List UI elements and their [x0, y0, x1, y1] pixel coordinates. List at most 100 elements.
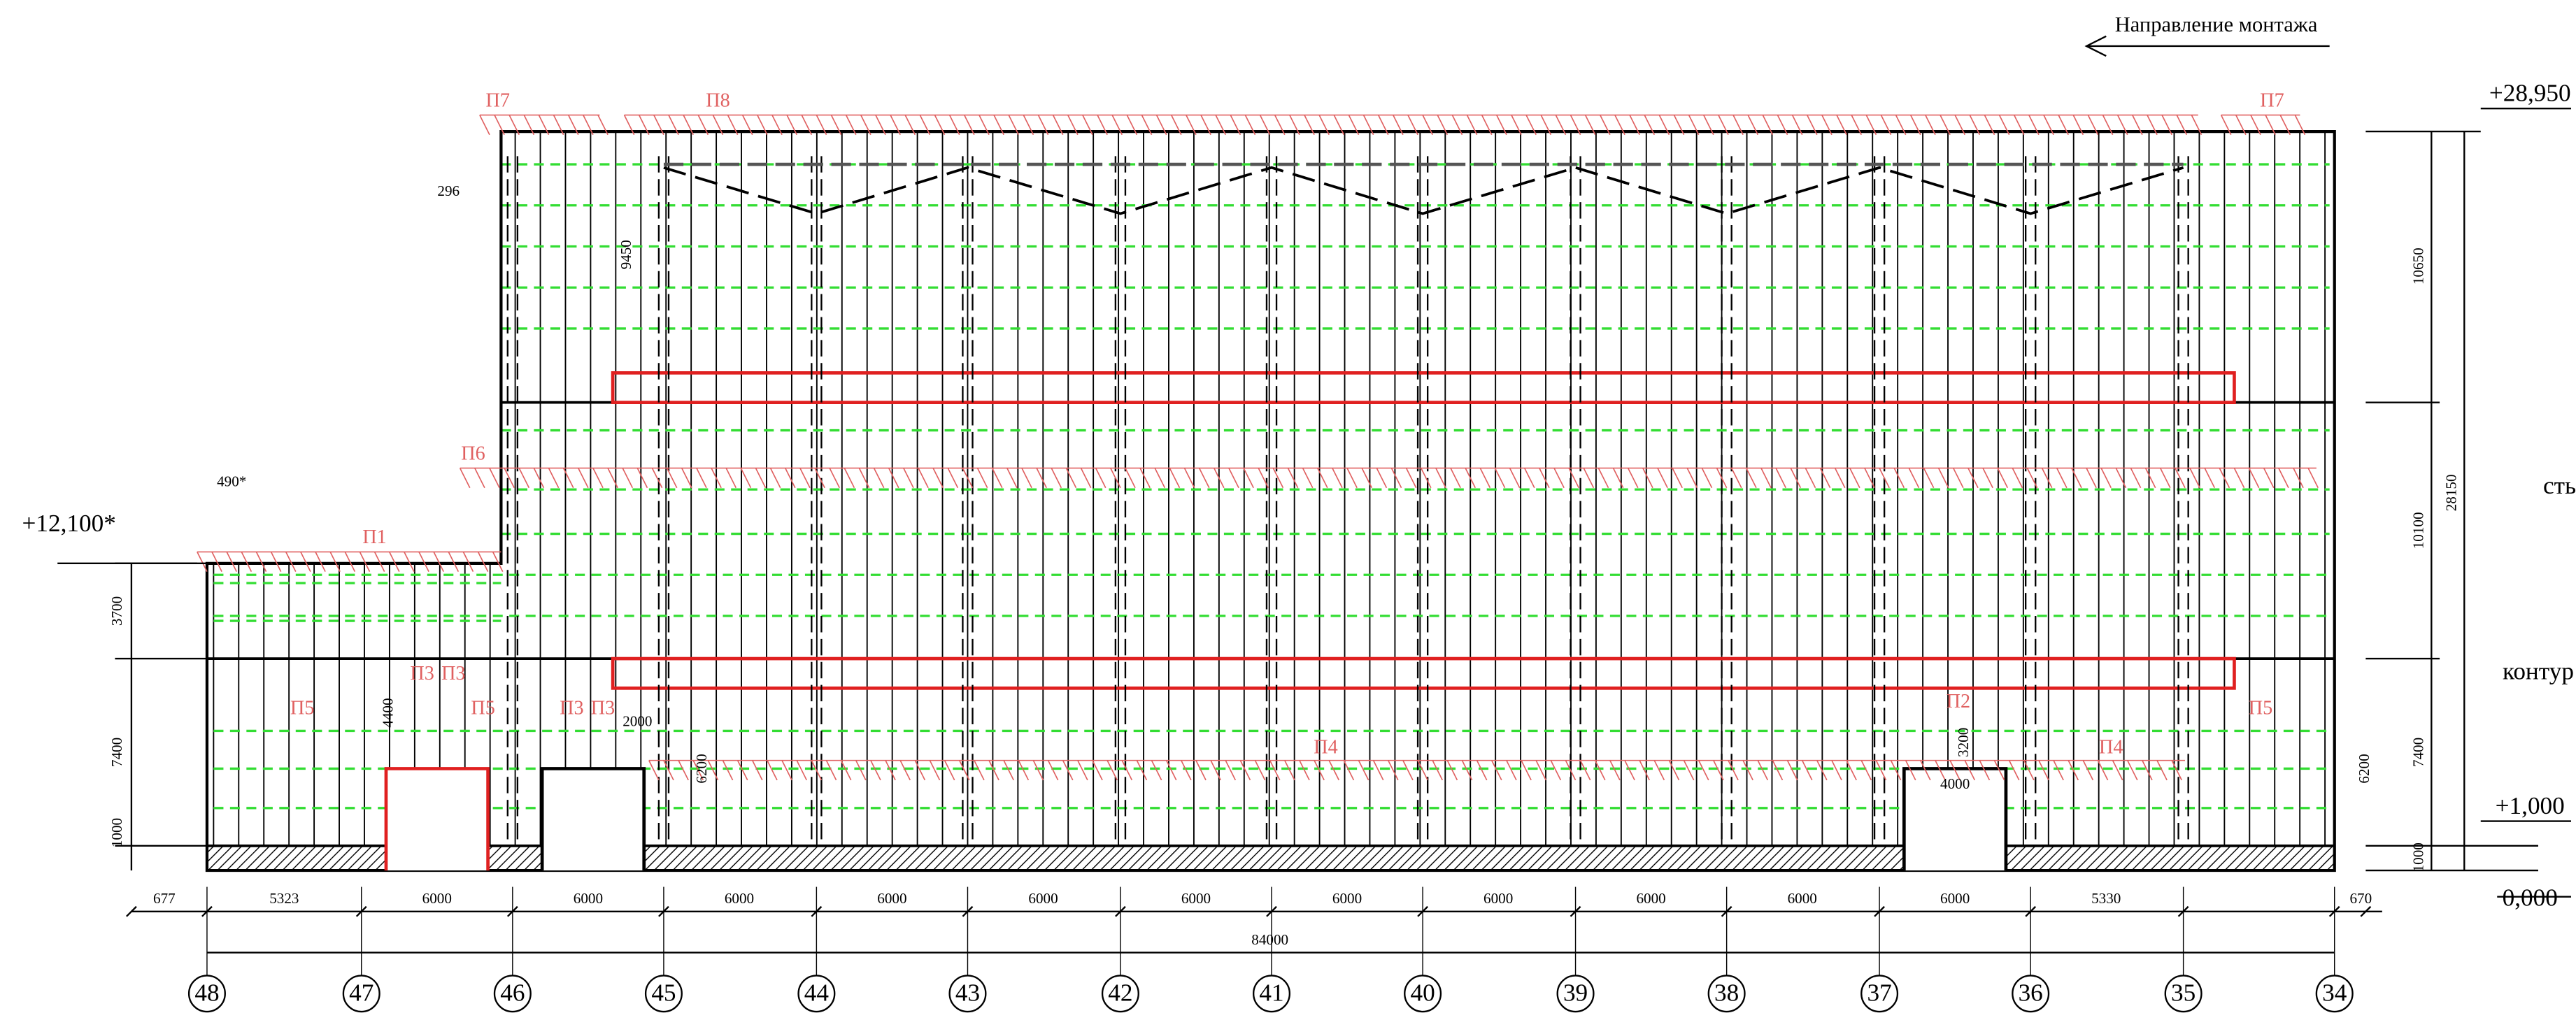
panel-tick — [2071, 468, 2082, 489]
panel-label: П4 — [2099, 737, 2123, 759]
panel-tick — [1032, 760, 1044, 781]
panel-tick — [1627, 468, 1639, 489]
panel-tick — [769, 468, 781, 489]
panel-tick — [1908, 468, 1920, 489]
panel-tick — [918, 468, 929, 489]
panel-tick — [1269, 760, 1281, 781]
panel-tick — [816, 115, 827, 136]
panel-tick — [666, 468, 678, 489]
panel-tick — [681, 468, 692, 489]
panel-tick — [1195, 760, 1207, 781]
panel-tick — [1082, 115, 1093, 136]
panel-tick — [1935, 760, 1946, 781]
panel-tick — [1821, 115, 1833, 136]
dim-label: 6000 — [725, 890, 754, 907]
panel-tick — [474, 468, 485, 489]
panel-tick — [651, 468, 663, 489]
panel-tick — [1612, 468, 1624, 489]
panel-tick — [359, 552, 371, 572]
panel-tick — [404, 552, 415, 572]
panel-tick — [1051, 468, 1062, 489]
axis-label: 47 — [349, 979, 373, 1007]
axis-label: 37 — [1867, 979, 1891, 1007]
panel-tick — [2097, 760, 2109, 781]
panel-tick — [1304, 115, 1315, 136]
panel-tick — [1047, 760, 1059, 781]
panel-tick — [1644, 115, 1656, 136]
panel-tick — [1521, 760, 1532, 781]
panel-tick — [1476, 760, 1488, 781]
panel-tick — [903, 468, 914, 489]
panel-tick — [548, 468, 560, 489]
panel-tick — [1967, 468, 1979, 489]
axis-label: 34 — [2322, 979, 2347, 1007]
panel-tick — [885, 760, 896, 781]
note-label: 9450 — [618, 240, 634, 269]
panel-tick — [855, 760, 867, 781]
panel-tick — [1036, 468, 1047, 489]
panel-tick — [1555, 115, 1567, 136]
panel-tick — [1422, 115, 1433, 136]
panel-tick — [2294, 115, 2306, 136]
panel-tick — [2219, 468, 2230, 489]
panel-tick — [2043, 115, 2054, 136]
note-label: 6200 — [693, 754, 710, 783]
panel-tick — [1777, 115, 1788, 136]
dim-label: 84000 — [1251, 931, 1288, 948]
panel-tick — [1801, 760, 1813, 781]
axis-label: 40 — [1410, 979, 1435, 1007]
panel-label: П5 — [471, 697, 494, 719]
panel-tick — [1186, 115, 1197, 136]
panel-tick — [622, 468, 634, 489]
panel-tick — [523, 115, 535, 136]
panel-tick — [962, 468, 974, 489]
panel-tick — [388, 552, 400, 572]
side-label: сть — [2543, 472, 2576, 499]
note-label: 296 — [437, 182, 460, 199]
panel-tick — [2293, 468, 2304, 489]
panel-tick — [2161, 115, 2172, 136]
panel-tick — [1686, 468, 1698, 489]
panel-tick — [697, 115, 709, 136]
panel-tick — [1629, 115, 1640, 136]
panel-tick — [1997, 468, 2009, 489]
panel-tick — [899, 760, 911, 781]
panel-tick — [1092, 760, 1103, 781]
panel-tick — [1333, 115, 1345, 136]
panel-tick — [934, 115, 946, 136]
panel-tick — [1170, 115, 1182, 136]
panel-tick — [811, 760, 823, 781]
panel-tick — [1181, 760, 1192, 781]
panel-tick — [678, 760, 689, 781]
panel-tick — [1154, 468, 1166, 489]
panel-tick — [767, 760, 778, 781]
panel-tick — [518, 468, 530, 489]
panel-tick — [1851, 115, 1862, 136]
panel-tick — [1730, 468, 1742, 489]
panel-tick — [830, 115, 842, 136]
panel-tick — [781, 760, 792, 781]
panel-tick — [494, 115, 505, 136]
panel-tick — [2013, 115, 2025, 136]
panel-tick — [858, 468, 870, 489]
dim-label: 6000 — [1636, 890, 1665, 907]
panel-tick — [1299, 760, 1310, 781]
panel-tick — [2112, 760, 2123, 781]
panel-tick — [736, 760, 748, 781]
panel-tick — [1450, 468, 1461, 489]
dim-label: 670 — [2349, 890, 2372, 907]
axis-label: 35 — [2171, 979, 2196, 1007]
panel-tick — [1393, 115, 1404, 136]
panel-tick — [583, 115, 594, 136]
panel-tick — [873, 468, 885, 489]
panel-tick — [211, 552, 222, 572]
panel-tick — [241, 552, 252, 572]
panel-tick — [1718, 115, 1729, 136]
panel-tick — [2160, 468, 2171, 489]
panel-tick — [1775, 468, 1786, 489]
axis-label: 48 — [194, 979, 219, 1007]
panel-tick — [1348, 115, 1360, 136]
panel-tick — [433, 552, 444, 572]
panel-tick — [2087, 115, 2099, 136]
panel-tick — [1535, 760, 1547, 781]
